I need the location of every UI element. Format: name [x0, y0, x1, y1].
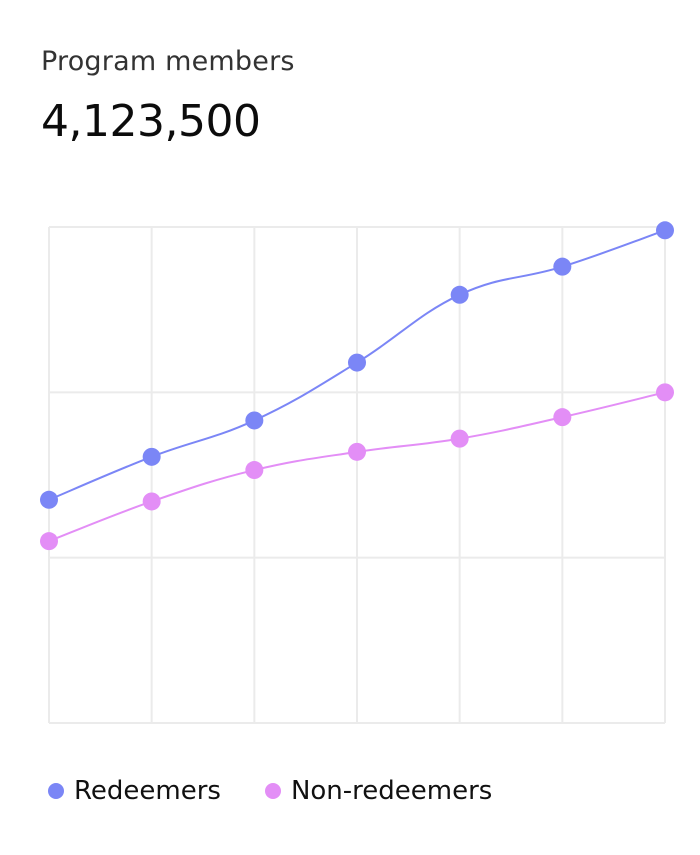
chart-title: Program members: [41, 46, 295, 77]
data-point-redeemers: [450, 285, 469, 304]
data-point-redeemers: [348, 353, 366, 372]
legend-label: Redeemers: [74, 776, 221, 806]
legend-item-redeemers[interactable]: Redeemers: [48, 776, 221, 806]
legend-label: Non-redeemers: [290, 776, 493, 806]
grid: [48, 226, 666, 724]
legend: Redeemers Non-redeemers: [48, 776, 536, 806]
data-point-redeemers: [553, 257, 572, 276]
line-chart: [40, 221, 674, 724]
data-point-non-redeemers: [245, 461, 264, 480]
data-point-redeemers: [142, 447, 161, 466]
data-point-non-redeemers: [553, 408, 572, 427]
redeemers-dot-icon: [48, 783, 64, 799]
non-redeemers-dot-icon: [264, 783, 281, 799]
legend-item-non-redeemers[interactable]: Non-redeemers: [264, 776, 493, 806]
data-point-non-redeemers: [450, 429, 469, 448]
data-point-redeemers: [245, 411, 264, 430]
data-point-non-redeemers: [40, 532, 58, 551]
data-point-redeemers: [656, 221, 674, 240]
data-point-non-redeemers: [348, 442, 366, 461]
series-points: [40, 221, 674, 551]
data-point-non-redeemers: [142, 492, 161, 511]
total-members-value: 4,123,500: [41, 96, 261, 147]
data-point-redeemers: [40, 490, 58, 509]
data-point-non-redeemers: [656, 383, 674, 402]
